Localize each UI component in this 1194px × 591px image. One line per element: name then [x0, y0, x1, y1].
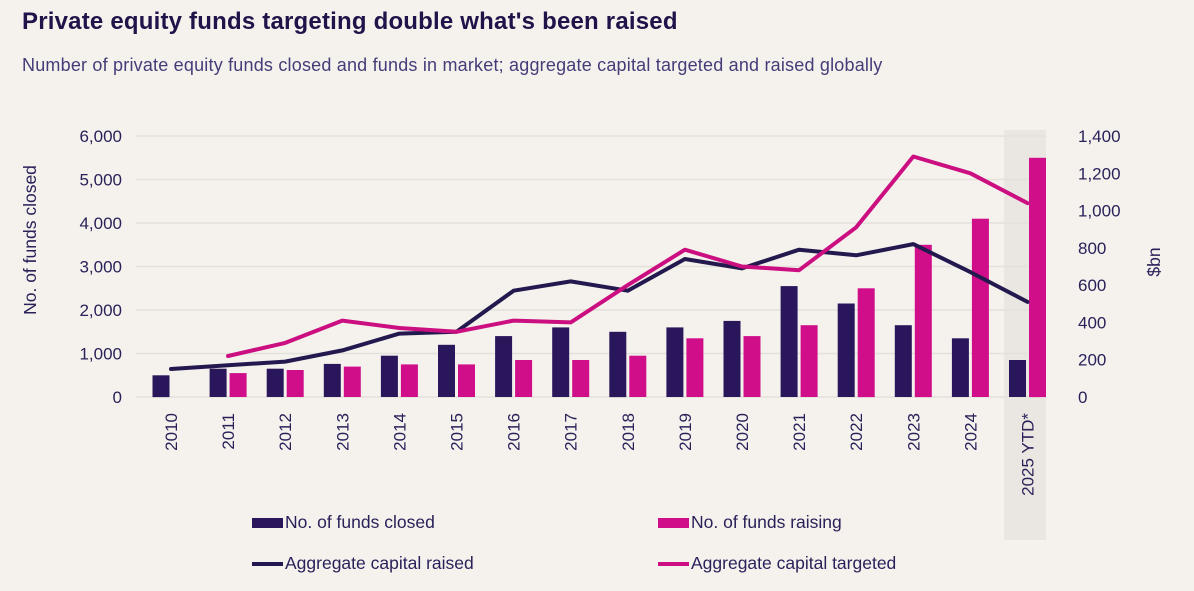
bar: [971, 218, 989, 397]
bar: [723, 320, 741, 397]
legend-item-capital-targeted: Aggregate capital targeted: [658, 553, 896, 574]
legend-swatch-capital-targeted: [658, 561, 689, 566]
svg-text:600: 600: [1078, 276, 1106, 295]
svg-text:2017: 2017: [562, 413, 581, 451]
bar: [152, 375, 170, 398]
bar: [400, 364, 418, 397]
svg-text:2022: 2022: [847, 413, 866, 451]
svg-text:0: 0: [113, 388, 122, 407]
left-axis-ticks: 0 1,000 2,000 3,000 4,000 5,000 6,000: [79, 127, 122, 407]
bar: [343, 366, 361, 397]
svg-text:2015: 2015: [448, 413, 467, 451]
svg-text:2,000: 2,000: [79, 301, 122, 320]
page-title: Private equity funds targeting double wh…: [22, 8, 678, 35]
svg-text:2014: 2014: [390, 413, 409, 451]
svg-text:3,000: 3,000: [79, 258, 122, 277]
line-capital-targeted: [226, 154, 1030, 358]
bar: [495, 336, 513, 397]
bar: [800, 325, 818, 397]
bars-funds-closed: [152, 286, 1026, 398]
legend-item-funds-closed: No. of funds closed: [252, 512, 435, 533]
svg-text:1,400: 1,400: [1078, 127, 1121, 146]
line-capital-raised: [169, 242, 1030, 371]
bars-funds-raising: [229, 157, 1046, 398]
svg-text:2025 YTD*: 2025 YTD*: [1019, 413, 1038, 496]
svg-text:5,000: 5,000: [79, 171, 122, 190]
svg-text:1,200: 1,200: [1078, 164, 1121, 183]
svg-text:2016: 2016: [505, 413, 524, 451]
bar: [1009, 360, 1026, 397]
legend-item-capital-raised: Aggregate capital raised: [252, 553, 474, 574]
svg-text:2013: 2013: [333, 413, 352, 451]
svg-text:2011: 2011: [219, 413, 238, 450]
legend-label-funds-raising: No. of funds raising: [691, 512, 842, 532]
bar: [666, 327, 684, 397]
svg-text:2012: 2012: [276, 413, 295, 451]
svg-text:2021: 2021: [790, 413, 809, 451]
bar: [438, 344, 455, 397]
legend-label-capital-targeted: Aggregate capital targeted: [691, 553, 897, 573]
bar: [572, 360, 590, 397]
svg-text:200: 200: [1078, 351, 1106, 370]
svg-text:800: 800: [1078, 239, 1106, 258]
svg-text:0: 0: [1078, 388, 1087, 407]
svg-text:2023: 2023: [904, 413, 923, 451]
bar: [380, 355, 398, 397]
bar: [1029, 157, 1046, 398]
bar: [857, 288, 875, 398]
bar: [458, 364, 475, 397]
bar: [914, 244, 932, 398]
legend-swatch-funds-closed: [252, 517, 283, 528]
bar: [229, 373, 247, 397]
bar: [209, 368, 227, 397]
bar: [609, 331, 627, 398]
x-axis-labels: 2010 2011 2012 2013 2014 2015 2016 2017 2018 2019…: [162, 413, 1038, 496]
svg-text:400: 400: [1078, 313, 1106, 332]
bar: [515, 360, 533, 397]
svg-text:6,000: 6,000: [79, 127, 122, 146]
bar: [266, 368, 284, 397]
bar: [323, 363, 341, 397]
svg-text:2020: 2020: [733, 413, 752, 451]
svg-text:1,000: 1,000: [79, 345, 122, 364]
right-axis-title: $bn: [1144, 247, 1164, 276]
svg-text:2018: 2018: [619, 413, 638, 451]
bar: [629, 355, 647, 397]
legend-label-funds-closed: No. of funds closed: [285, 512, 435, 532]
right-axis-ticks: 0 200 400 600 800 1,000 1,200 1,400: [1078, 127, 1121, 407]
svg-text:1,000: 1,000: [1078, 202, 1121, 221]
bar: [286, 370, 304, 397]
svg-text:2024: 2024: [961, 413, 980, 451]
legend-swatch-capital-raised: [252, 561, 283, 566]
svg-text:2019: 2019: [676, 413, 695, 451]
bar: [552, 327, 570, 397]
legend-swatch-funds-raising: [658, 517, 689, 528]
bar: [951, 338, 969, 397]
svg-text:2010: 2010: [162, 413, 181, 451]
chart-subtitle: Number of private equity funds closed an…: [22, 55, 883, 75]
bar: [780, 286, 798, 397]
svg-text:4,000: 4,000: [79, 214, 122, 233]
legend-item-funds-raising: No. of funds raising: [658, 512, 842, 533]
bar: [743, 336, 761, 397]
bar: [894, 325, 912, 397]
bar: [837, 303, 855, 397]
legend-label-capital-raised: Aggregate capital raised: [285, 553, 474, 573]
left-axis-title: No. of funds closed: [20, 165, 40, 315]
bar: [686, 338, 704, 397]
